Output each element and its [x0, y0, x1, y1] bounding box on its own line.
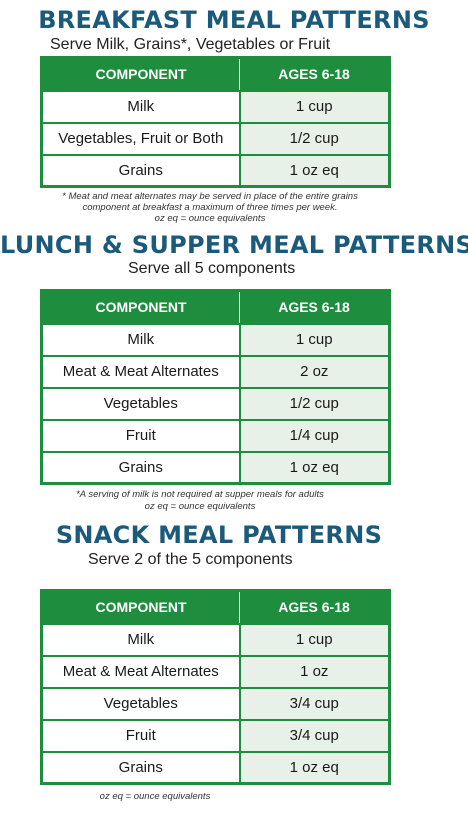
breakfast-subtitle: Serve Milk, Grains*, Vegetables or Fruit: [50, 36, 331, 53]
component-cell: Fruit: [40, 718, 241, 753]
component-cell: Grains: [40, 153, 241, 188]
breakfast-title: BREAKFAST MEAL PATTERNS: [38, 6, 430, 34]
component-cell: Vegetables, Fruit or Both: [40, 121, 241, 156]
amount-cell: 1 oz eq: [238, 750, 391, 785]
table-row: Fruit 1/4 cup: [40, 418, 391, 453]
table-row: Vegetables 1/2 cup: [40, 386, 391, 421]
component-cell: Meat & Meat Alternates: [40, 354, 241, 389]
component-cell: Milk: [40, 89, 241, 124]
snack-table: COMPONENT AGES 6-18 Milk 1 cup Meat & Me…: [40, 589, 391, 785]
breakfast-footnote-2: component at breakfast a maximum of thre…: [82, 202, 338, 213]
lunch-title: LUNCH & SUPPER MEAL PATTERNS: [0, 231, 468, 259]
table-row: Meat & Meat Alternates 1 oz: [40, 654, 391, 689]
amount-cell: 1 oz eq: [238, 153, 391, 188]
component-cell: Grains: [40, 750, 241, 785]
amount-cell: 1 oz: [238, 654, 391, 689]
snack-footnote: oz eq = ounce equivalents: [99, 791, 211, 802]
header-ages: AGES 6-18: [239, 57, 390, 91]
lunch-table: COMPONENT AGES 6-18 Milk 1 cup Meat & Me…: [40, 289, 391, 485]
component-cell: Fruit: [40, 418, 241, 453]
component-cell: Vegetables: [40, 386, 241, 421]
table-row: Vegetables, Fruit or Both 1/2 cup: [40, 121, 391, 156]
amount-cell: 1/4 cup: [238, 418, 391, 453]
table-row: Grains 1 oz eq: [40, 750, 391, 785]
component-cell: Grains: [40, 450, 241, 485]
amount-cell: 1 oz eq: [238, 450, 391, 485]
amount-cell: 1 cup: [238, 322, 391, 357]
breakfast-footnote-1: * Meat and meat alternates may be served…: [62, 191, 358, 202]
component-cell: Milk: [40, 622, 241, 657]
component-cell: Meat & Meat Alternates: [40, 654, 241, 689]
amount-cell: 2 oz: [238, 354, 391, 389]
table-row: Vegetables 3/4 cup: [40, 686, 391, 721]
lunch-subtitle: Serve all 5 components: [128, 260, 296, 277]
snack-title: SNACK MEAL PATTERNS: [55, 521, 383, 549]
amount-cell: 1 cup: [238, 622, 391, 657]
table-header-row: COMPONENT AGES 6-18: [41, 290, 390, 324]
table-header-row: COMPONENT AGES 6-18: [41, 590, 390, 624]
table-row: Milk 1 cup: [40, 89, 391, 124]
table-row: Grains 1 oz eq: [40, 450, 391, 485]
table-row: Grains 1 oz eq: [40, 153, 391, 188]
header-component: COMPONENT: [41, 290, 240, 324]
amount-cell: 1/2 cup: [238, 386, 391, 421]
table-row: Fruit 3/4 cup: [40, 718, 391, 753]
header-ages: AGES 6-18: [239, 290, 390, 324]
amount-cell: 1 cup: [238, 89, 391, 124]
lunch-footnote-2: oz eq = ounce equivalents: [144, 501, 256, 512]
table-row: Milk 1 cup: [40, 622, 391, 657]
header-ages: AGES 6-18: [239, 590, 390, 624]
amount-cell: 3/4 cup: [238, 718, 391, 753]
component-cell: Vegetables: [40, 686, 241, 721]
amount-cell: 3/4 cup: [238, 686, 391, 721]
lunch-footnote-1: *A serving of milk is not required at su…: [76, 489, 324, 500]
table-row: Milk 1 cup: [40, 322, 391, 357]
component-cell: Milk: [40, 322, 241, 357]
amount-cell: 1/2 cup: [238, 121, 391, 156]
breakfast-table: COMPONENT AGES 6-18 Milk 1 cup Vegetable…: [40, 56, 391, 188]
table-row: Meat & Meat Alternates 2 oz: [40, 354, 391, 389]
table-header-row: COMPONENT AGES 6-18: [41, 57, 390, 91]
header-component: COMPONENT: [41, 590, 240, 624]
header-component: COMPONENT: [41, 57, 240, 91]
snack-subtitle: Serve 2 of the 5 components: [88, 551, 293, 568]
breakfast-footnote-3: oz eq = ounce equivalents: [154, 213, 266, 224]
